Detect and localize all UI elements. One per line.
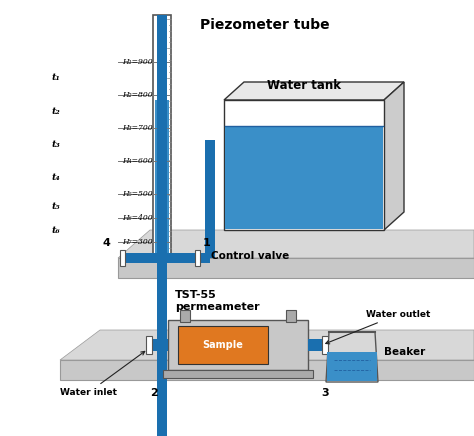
Text: t₄: t₄ — [52, 173, 61, 181]
Text: t₅: t₅ — [52, 201, 61, 211]
Text: H₂=800: H₂=800 — [122, 91, 153, 99]
Bar — [163, 370, 313, 378]
Text: t₂: t₂ — [52, 106, 61, 116]
Text: 4: 4 — [102, 238, 110, 248]
Bar — [225, 126, 383, 229]
Bar — [195, 250, 200, 266]
Text: t₃: t₃ — [52, 140, 61, 149]
Text: H₁=900: H₁=900 — [122, 58, 153, 66]
Bar — [155, 100, 169, 258]
Text: H₇=300: H₇=300 — [122, 238, 153, 246]
Polygon shape — [60, 360, 474, 380]
Text: Water inlet: Water inlet — [60, 351, 145, 397]
Bar — [167, 253, 210, 263]
Bar — [224, 100, 384, 230]
Polygon shape — [384, 82, 404, 230]
Text: Water tank: Water tank — [267, 79, 341, 92]
Bar — [308, 339, 326, 351]
Text: H₆=400: H₆=400 — [122, 214, 153, 222]
Bar — [150, 339, 168, 351]
Bar — [120, 250, 125, 266]
Text: t₆: t₆ — [52, 225, 61, 235]
Text: TST-55
permeameter: TST-55 permeameter — [175, 290, 260, 312]
Text: H₄=600: H₄=600 — [122, 157, 153, 165]
Bar — [322, 336, 328, 354]
Bar — [153, 15, 171, 258]
Bar — [326, 340, 328, 350]
Bar — [167, 253, 197, 263]
Bar — [122, 253, 157, 263]
Text: Piezometer tube: Piezometer tube — [200, 18, 329, 32]
Bar — [180, 310, 190, 322]
Polygon shape — [118, 258, 474, 278]
Bar — [205, 140, 215, 258]
Bar — [157, 15, 167, 436]
Bar — [152, 340, 157, 350]
Text: Beaker: Beaker — [384, 347, 425, 357]
Polygon shape — [118, 230, 474, 258]
Text: t₁: t₁ — [52, 74, 61, 82]
Text: Sample: Sample — [202, 340, 244, 350]
Bar — [327, 352, 377, 381]
Text: 1: 1 — [203, 238, 211, 248]
Text: 2: 2 — [150, 388, 158, 398]
Bar — [286, 310, 296, 322]
Bar — [168, 320, 308, 370]
Bar — [146, 336, 152, 354]
Text: Control valve: Control valve — [211, 251, 289, 261]
Bar — [178, 326, 268, 364]
Text: H₃=700: H₃=700 — [122, 124, 153, 132]
Text: 3: 3 — [321, 388, 329, 398]
Text: H₅=500: H₅=500 — [122, 190, 153, 198]
Polygon shape — [224, 82, 404, 100]
Text: Water outlet: Water outlet — [326, 310, 430, 344]
Polygon shape — [60, 330, 474, 360]
